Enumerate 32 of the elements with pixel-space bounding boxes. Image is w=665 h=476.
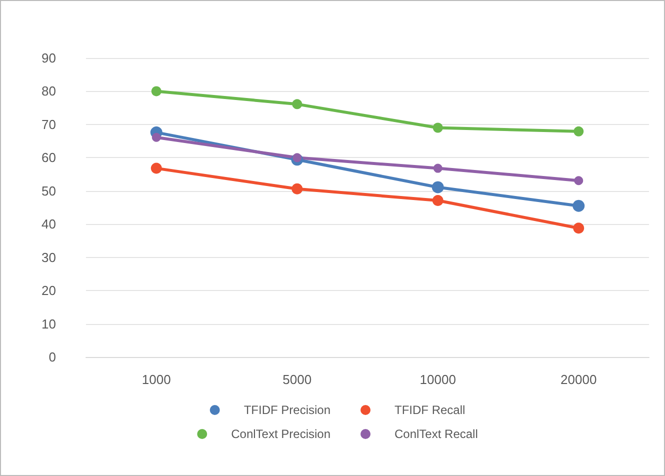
y-tick-label: 30 [42,250,56,265]
legend-label: TFIDF Precision [244,403,331,417]
x-tick-label: 10000 [420,372,456,387]
y-tick-label: 40 [42,216,56,232]
y-tick-label: 80 [42,84,56,99]
point [573,222,584,234]
y-tick-label: 60 [42,150,56,166]
point [572,200,585,212]
y-tick-label: 0 [48,350,56,364]
point [151,86,162,96]
point [292,99,302,110]
legend-label: ConlText Recall [394,427,478,441]
point [432,181,444,194]
y-tick-label: 50 [42,183,56,198]
point [432,122,443,133]
point [292,153,302,162]
point [150,162,162,174]
y-tick-label: 70 [42,116,56,132]
point [292,183,303,194]
point [574,176,584,186]
x-tick-label: 1000 [142,372,171,387]
x-tick-label: 5000 [282,372,312,387]
y-tick-label: 90 [42,50,56,66]
point [432,195,444,206]
x-tick-label: 20000 [560,372,597,387]
y-tick-label: 20 [42,283,56,298]
legend-label: ConlText Precision [231,427,331,441]
point [152,132,161,142]
point [433,164,442,173]
point [574,126,584,136]
legend-label: TFIDF Recall [394,403,466,417]
y-tick-label: 10 [42,316,56,332]
